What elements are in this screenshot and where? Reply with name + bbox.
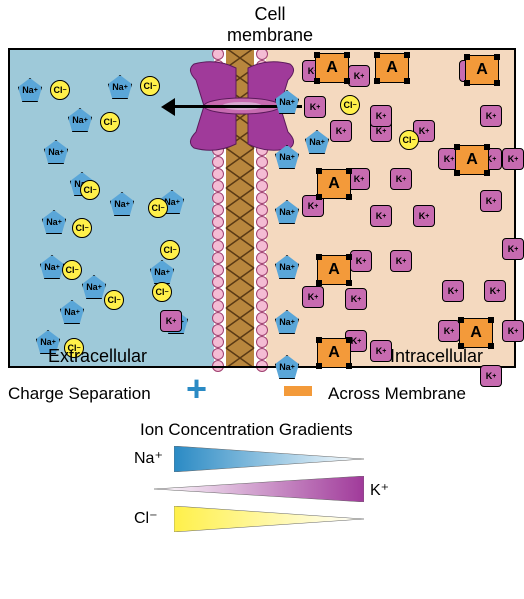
cl-ion: Cl−: [399, 130, 419, 150]
anion-charge-marker: [316, 194, 322, 200]
charge-sep-right: Across Membrane: [328, 384, 466, 404]
anion-charge-marker: [494, 80, 500, 86]
k-ion: K+: [480, 105, 502, 127]
k-ion: K+: [390, 250, 412, 272]
k-gradient: [154, 476, 364, 502]
cl-gradient: [174, 506, 364, 532]
anion-charge-marker: [316, 280, 322, 286]
cl-gradient-label: Cl⁻: [134, 508, 158, 528]
anion-charge-marker: [494, 54, 500, 60]
a-ion: A: [317, 255, 351, 285]
k-ion: K+: [438, 320, 460, 342]
a-ion: A: [459, 318, 493, 348]
cl-ion: Cl−: [80, 180, 100, 200]
k-ion: K+: [480, 365, 502, 387]
k-ion: K+: [502, 148, 524, 170]
anion-charge-marker: [488, 343, 494, 349]
k-ion: K+: [370, 205, 392, 227]
k-gradient-label: K⁺: [370, 480, 389, 500]
anion-charge-marker: [404, 78, 410, 84]
anion-charge-marker: [374, 52, 380, 58]
anion-charge-marker: [346, 363, 352, 369]
cl-ion: Cl−: [104, 290, 124, 310]
anion-charge-marker: [374, 78, 380, 84]
extracellular-label: Extracellular: [48, 346, 147, 367]
anion-charge-marker: [316, 254, 322, 260]
k-ion: K+: [442, 280, 464, 302]
anion-charge-marker: [484, 144, 490, 150]
a-ion: A: [315, 53, 349, 83]
k-ion: K+: [413, 205, 435, 227]
na-gradient-label: Na⁺: [134, 448, 163, 468]
cl-ion: Cl−: [148, 198, 168, 218]
anion-charge-marker: [484, 170, 490, 176]
k-ion: K+: [502, 320, 524, 342]
k-ion: K+: [330, 120, 352, 142]
a-ion: A: [465, 55, 499, 85]
cl-ion: Cl−: [72, 218, 92, 238]
charge-sep-left: Charge Separation: [8, 384, 151, 404]
k-ion: K+: [484, 280, 506, 302]
cl-ion: Cl−: [62, 260, 82, 280]
k-ion: K+: [370, 340, 392, 362]
a-ion: A: [455, 145, 489, 175]
anion-charge-marker: [314, 52, 320, 58]
anion-charge-marker: [316, 363, 322, 369]
na-gradient: [174, 446, 364, 472]
anion-charge-marker: [344, 78, 350, 84]
anion-charge-marker: [488, 317, 494, 323]
anion-charge-marker: [346, 280, 352, 286]
anion-charge-marker: [316, 337, 322, 343]
cl-ion: Cl−: [100, 112, 120, 132]
k-ion: K+: [160, 310, 182, 332]
k-ion: K+: [370, 105, 392, 127]
cl-ion: Cl−: [140, 76, 160, 96]
anion-charge-marker: [454, 170, 460, 176]
anion-charge-marker: [454, 144, 460, 150]
anion-charge-marker: [316, 168, 322, 174]
anion-charge-marker: [346, 194, 352, 200]
cl-ion: Cl−: [50, 80, 70, 100]
anion-charge-marker: [314, 78, 320, 84]
k-ion: K+: [350, 250, 372, 272]
cl-ion: Cl−: [152, 282, 172, 302]
k-ion: K+: [302, 286, 324, 308]
gradients-title: Ion Concentration Gradients: [140, 420, 353, 440]
cl-ion: Cl−: [340, 95, 360, 115]
anion-charge-marker: [464, 80, 470, 86]
a-ion: A: [375, 53, 409, 83]
anion-charge-marker: [346, 254, 352, 260]
a-ion: A: [317, 169, 351, 199]
k-ion: K+: [390, 168, 412, 190]
title-line2: membrane: [227, 25, 313, 45]
k-ion: K+: [348, 65, 370, 87]
anion-charge-marker: [346, 168, 352, 174]
minus-icon: [284, 386, 312, 396]
anion-charge-marker: [344, 52, 350, 58]
anion-charge-marker: [346, 337, 352, 343]
diagram-title: Cell membrane: [210, 4, 330, 46]
plus-icon: +: [186, 368, 207, 410]
k-ion: K+: [480, 190, 502, 212]
cl-ion: Cl−: [160, 240, 180, 260]
title-line1: Cell: [254, 4, 285, 24]
k-ion: K+: [502, 238, 524, 260]
anion-charge-marker: [464, 54, 470, 60]
k-ion: K+: [345, 288, 367, 310]
anion-charge-marker: [458, 317, 464, 323]
a-ion: A: [317, 338, 351, 368]
intracellular-label: Intracellular: [390, 346, 483, 367]
anion-charge-marker: [404, 52, 410, 58]
